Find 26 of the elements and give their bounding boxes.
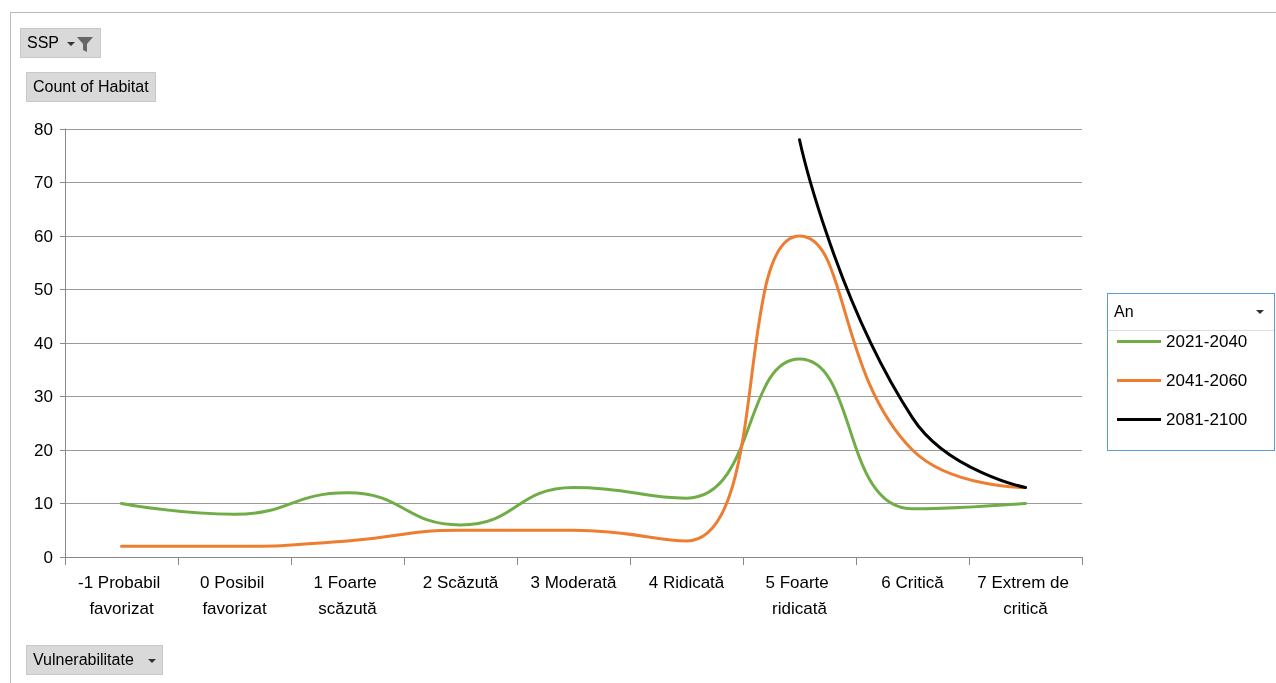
y-tick-label: 50 (34, 280, 53, 299)
legend-label: 2021-2040 (1166, 332, 1248, 351)
legend-label: 2081-2100 (1166, 410, 1248, 429)
y-tick-label: 60 (34, 226, 53, 246)
text: SSP (27, 34, 60, 51)
y-tick-label: 30 (34, 387, 53, 406)
x-tick-label: 1 Foarte scăzută (313, 572, 382, 618)
y-tick-label: 80 (34, 119, 53, 139)
x-tick-label: 6 Critică (881, 572, 945, 592)
x-axis-title: Vulnerabilitate (33, 651, 134, 668)
line-series (120, 357, 1027, 527)
legend-title: An (1114, 303, 1134, 320)
x-tick-label: 4 Ridicată (648, 572, 725, 592)
x-tick-label: 0 Posibil favorizat (200, 572, 269, 618)
y-tick-label: 20 (34, 440, 53, 460)
x-tick-label: 7 Extrem de critică (977, 572, 1074, 618)
y-axis-title: Count of Habitat (26, 72, 156, 102)
y-tick-label: 0 (43, 547, 53, 567)
x-tick-label: 3 Moderată (530, 572, 618, 592)
y-tick-label: 10 (34, 494, 53, 513)
x-tick-label: 2 Scăzută (422, 572, 499, 592)
y-tick-label: 70 (34, 173, 53, 192)
legend-label: 2041-2060 (1166, 371, 1248, 390)
y-tick-label: 40 (34, 333, 53, 353)
x-tick-label: -1 Probabil favorizat (78, 572, 165, 618)
x-tick-label: 5 Foarte ridicată (765, 572, 834, 618)
